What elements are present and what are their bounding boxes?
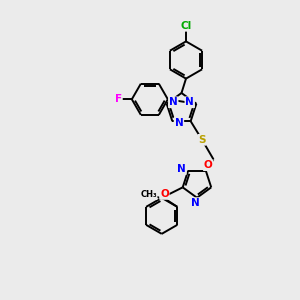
Text: O: O xyxy=(160,189,169,199)
Text: N: N xyxy=(191,198,200,208)
Text: N: N xyxy=(175,118,183,128)
Text: F: F xyxy=(115,94,122,104)
Text: N: N xyxy=(177,164,186,174)
Text: S: S xyxy=(198,135,206,145)
Text: N: N xyxy=(169,97,178,107)
Text: O: O xyxy=(204,160,213,170)
Text: N: N xyxy=(185,97,194,107)
Text: Cl: Cl xyxy=(180,21,192,31)
Text: CH₃: CH₃ xyxy=(140,190,157,200)
